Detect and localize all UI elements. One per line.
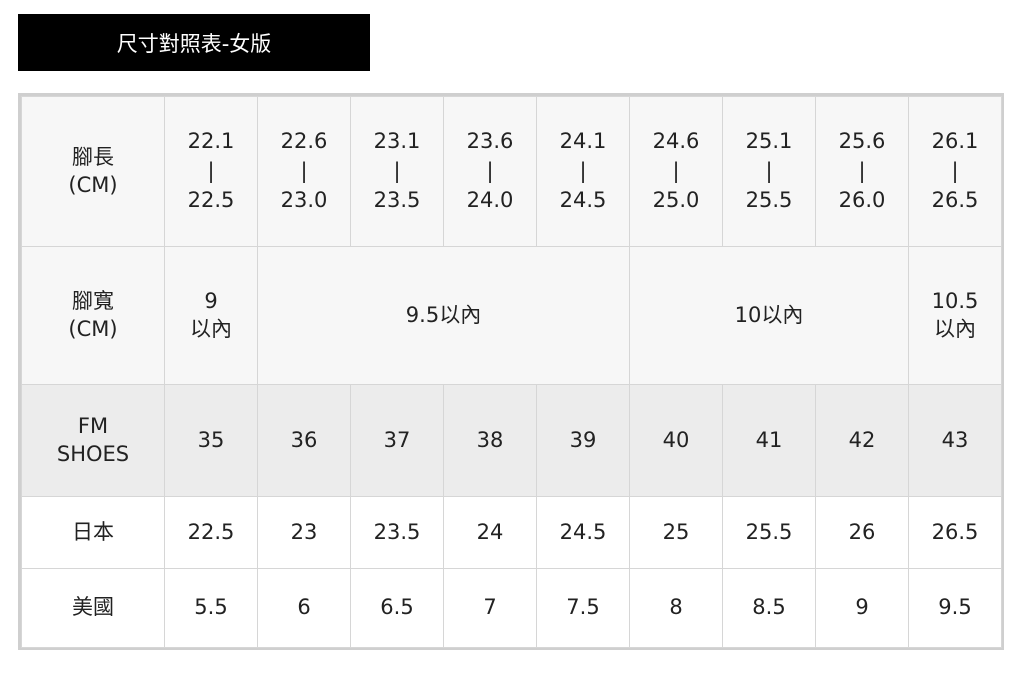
table-cell: 26 [815,496,909,569]
table-cell: 9.5以內 [257,246,630,385]
value: 26.0 [838,188,886,213]
range-separator: | [951,158,959,183]
row-foot-length: 腳長 (CM) 22.1 | 22.5 22.6 | 23.0 23.1 | 23.5 23.6 | 2… [21,96,1002,247]
row-header: FM SHOES [21,384,165,497]
unit: (CM) [68,172,118,197]
value: 25.6 [838,129,886,154]
table-cell: 7.5 [536,568,630,648]
range-separator: | [858,158,866,183]
table-cell: 5.5 [164,568,258,648]
value: 24.0 [466,188,514,213]
range-separator: | [393,158,401,183]
value: 22.5 [187,188,235,213]
table-cell: 43 [908,384,1002,497]
table-cell: 22.6 | 23.0 [257,96,351,247]
value: 以內 [190,316,232,341]
table-cell: 23.5 [350,496,444,569]
table-cell: 38 [443,384,537,497]
table-cell: 9.5 [908,568,1002,648]
table-cell: 22.1 | 22.5 [164,96,258,247]
value: 25.5 [745,188,793,213]
table-cell: 7 [443,568,537,648]
row-usa: 美國 5.5 6 6.5 7 7.5 8 8.5 9 9.5 [21,568,1002,648]
row-japan: 日本 22.5 23 23.5 24 24.5 25 25.5 26 26.5 [21,496,1002,569]
table-cell: 23.1 | 23.5 [350,96,444,247]
value: 23.1 [373,129,421,154]
range-separator: | [486,158,494,183]
value: 25.0 [652,188,700,213]
table-cell: 26.1 | 26.5 [908,96,1002,247]
value: 9 [204,289,218,314]
table-cell: 23 [257,496,351,569]
table-cell: 6.5 [350,568,444,648]
table-cell: 24.6 | 25.0 [629,96,723,247]
label: FM [77,414,109,439]
table-cell: 6 [257,568,351,648]
size-chart-table: 腳長 (CM) 22.1 | 22.5 22.6 | 23.0 23.1 | 23.5 23.6 | 2… [18,93,1004,650]
value: 23.5 [373,188,421,213]
table-cell: 8.5 [722,568,816,648]
label: 腳寬 [72,289,114,314]
row-header: 腳長 (CM) [21,96,165,247]
value: 24.5 [559,188,607,213]
table-cell: 24.5 [536,496,630,569]
unit: (CM) [68,316,118,341]
range-separator: | [672,158,680,183]
row-header: 日本 [21,496,165,569]
table-cell: 24 [443,496,537,569]
table-cell: 10.5 以內 [908,246,1002,385]
value: 25.1 [745,129,793,154]
range-separator: | [765,158,773,183]
range-separator: | [300,158,308,183]
table-cell: 35 [164,384,258,497]
value: 10.5 [931,289,979,314]
value: 26.5 [931,188,979,213]
row-header: 美國 [21,568,165,648]
range-separator: | [207,158,215,183]
value: 24.6 [652,129,700,154]
table-cell: 37 [350,384,444,497]
range-separator: | [579,158,587,183]
table-cell: 39 [536,384,630,497]
value: 26.1 [931,129,979,154]
table-cell: 23.6 | 24.0 [443,96,537,247]
table-cell: 25 [629,496,723,569]
value: 以內 [934,316,976,341]
table-cell: 10以內 [629,246,909,385]
row-fm-shoes: FM SHOES 35 36 37 38 39 40 41 42 43 [21,384,1002,497]
value: 22.1 [187,129,235,154]
page-title: 尺寸對照表-女版 [18,14,370,71]
table-cell: 25.1 | 25.5 [722,96,816,247]
table-cell: 25.5 [722,496,816,569]
value: 22.6 [280,129,328,154]
value: 23.0 [280,188,328,213]
value: 23.6 [466,129,514,154]
label: SHOES [56,441,130,466]
row-foot-width: 腳寬 (CM) 9 以內 9.5以內 10以內 10.5 以內 [21,246,1002,385]
table-cell: 9 [815,568,909,648]
row-header: 腳寬 (CM) [21,246,165,385]
table-cell: 40 [629,384,723,497]
table-cell: 42 [815,384,909,497]
table-cell: 41 [722,384,816,497]
table-cell: 8 [629,568,723,648]
table-cell: 22.5 [164,496,258,569]
table-cell: 36 [257,384,351,497]
table-cell: 24.1 | 24.5 [536,96,630,247]
table-cell: 9 以內 [164,246,258,385]
label: 腳長 [72,145,114,170]
table-cell: 25.6 | 26.0 [815,96,909,247]
table-cell: 26.5 [908,496,1002,569]
value: 24.1 [559,129,607,154]
